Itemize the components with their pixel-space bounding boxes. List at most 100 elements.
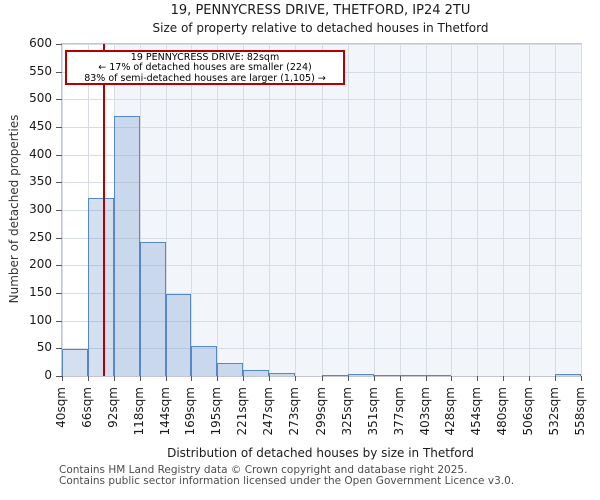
histogram-bar (347, 373, 374, 376)
histogram-bar (243, 370, 270, 376)
y-tick-mark (56, 320, 62, 322)
x-tick-label-text: 40sqm (54, 387, 68, 428)
v-gridline (140, 44, 142, 376)
histogram-bar (88, 197, 115, 376)
x-tick-label-text: 454sqm (468, 387, 483, 436)
histogram-bar (166, 293, 192, 376)
x-tick-label-text: 377sqm (391, 387, 406, 436)
x-tick-mark (295, 376, 297, 381)
x-tick-label-text: 325sqm (339, 387, 354, 436)
histogram-bar (62, 349, 89, 376)
y-tick-label: 100 (29, 312, 52, 327)
v-gridline (295, 44, 297, 376)
x-tick-mark (88, 376, 90, 381)
x-tick-mark (502, 376, 504, 381)
x-tick-mark (476, 376, 478, 381)
v-gridline (347, 44, 349, 376)
annotation-line-2: ← 17% of detached houses are smaller (22… (98, 62, 312, 73)
v-gridline (373, 44, 375, 376)
x-tick-label-text: 351sqm (365, 387, 380, 436)
x-tick-label-text: 66sqm (80, 387, 95, 428)
y-tick-mark (56, 99, 62, 101)
v-gridline (399, 44, 401, 376)
y-tick-mark (56, 210, 62, 211)
x-tick-mark (114, 376, 116, 381)
x-tick-mark (450, 376, 452, 381)
v-gridline (62, 44, 63, 376)
chart-title: 19, PENNYCRESS DRIVE, THETFORD, IP24 2TU (170, 3, 471, 18)
histogram-bar (269, 373, 296, 376)
v-gridline (476, 44, 478, 376)
y-tick-mark (56, 237, 62, 239)
y-tick-label: 600 (29, 36, 52, 50)
v-gridline (554, 44, 556, 376)
v-gridline (166, 44, 168, 376)
y-tick-label: 550 (29, 63, 52, 78)
x-tick-label-text: 506sqm (520, 387, 535, 436)
x-tick-label-text: 273sqm (287, 387, 302, 436)
v-gridline (321, 44, 323, 376)
v-gridline (450, 44, 452, 376)
y-tick-label: 150 (29, 285, 52, 299)
chart-subtitle: Size of property relative to detached ho… (152, 21, 489, 35)
x-tick-mark (399, 376, 401, 381)
v-gridline (243, 44, 245, 376)
x-tick-mark (166, 376, 168, 381)
annotation-line-3: 83% of semi-detached houses are larger (… (84, 72, 326, 84)
x-tick-mark (528, 376, 530, 381)
x-tick-label-text: 221sqm (235, 387, 250, 436)
histogram-bar (399, 374, 426, 376)
x-tick-label-text: 428sqm (442, 387, 457, 436)
histogram-bar (554, 374, 581, 376)
y-tick-label: 500 (29, 91, 52, 106)
footer-line-1: Contains HM Land Registry data © Crown c… (59, 464, 468, 476)
x-tick-mark (554, 376, 556, 381)
v-gridline (502, 44, 504, 376)
y-tick-mark (56, 348, 62, 350)
x-tick-label-text: 169sqm (183, 387, 198, 436)
y-tick-label: 450 (29, 119, 52, 133)
y-tick-mark (56, 265, 62, 267)
y-tick-label: 50 (36, 340, 52, 355)
x-tick-label-text: 558sqm (573, 387, 587, 436)
x-tick-mark (62, 376, 63, 381)
y-tick-mark (56, 154, 62, 156)
annotation-line-1: 19 PENNYCRESS DRIVE: 82sqm (130, 51, 280, 63)
x-tick-label: 558sqm (573, 383, 600, 435)
histogram-bar (114, 115, 141, 376)
x-tick-mark (425, 376, 427, 381)
x-tick-label-text: 480sqm (494, 387, 509, 436)
v-gridline (191, 44, 193, 376)
histogram-bar (191, 346, 218, 376)
x-tick-label-text: 403sqm (417, 387, 432, 436)
y-tick-label: 250 (29, 229, 52, 244)
v-gridline (581, 44, 582, 376)
x-tick-label-text: 92sqm (106, 387, 121, 428)
plot-area (56, 43, 582, 381)
x-tick-label-text: 247sqm (261, 387, 276, 436)
histogram-bar (217, 363, 244, 376)
x-tick-mark (373, 376, 375, 381)
x-tick-label-text: 195sqm (209, 387, 224, 436)
x-tick-mark (321, 376, 323, 381)
y-tick-mark (56, 376, 62, 377)
footer-line-2: Contains public sector information licen… (59, 475, 515, 487)
x-tick-label-text: 299sqm (313, 387, 328, 436)
y-tick-mark (56, 44, 62, 45)
v-gridline (425, 44, 427, 376)
histogram-bar (140, 242, 167, 376)
y-tick-label: 200 (29, 257, 52, 272)
y-tick-label: 400 (29, 146, 52, 161)
y-tick-mark (56, 71, 62, 73)
histogram-bar (373, 374, 400, 376)
x-tick-mark (191, 376, 193, 381)
y-tick-label: 0 (44, 368, 52, 382)
x-tick-label-text: 118sqm (132, 387, 147, 436)
histogram-bar (321, 374, 348, 376)
x-tick-mark (217, 376, 219, 381)
x-tick-mark (581, 376, 582, 381)
v-gridline (269, 44, 271, 376)
x-tick-mark (347, 376, 349, 381)
histogram-bar (425, 374, 451, 376)
